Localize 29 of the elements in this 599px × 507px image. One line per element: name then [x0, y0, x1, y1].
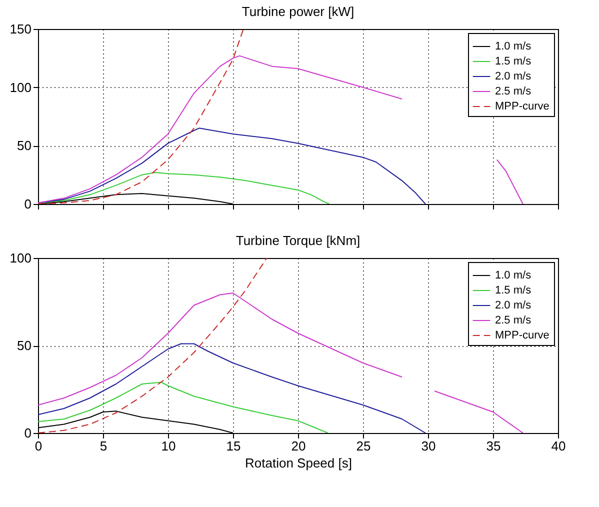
chart-title: Turbine Torque [kNm]: [236, 233, 360, 248]
y-tick-label: 0: [24, 426, 32, 440]
x-tick-label: 20: [291, 438, 306, 454]
legend-label: 1.0 m/s: [495, 270, 532, 282]
legend-label: 1.5 m/s: [495, 56, 532, 68]
x-tick-label: 15: [226, 438, 241, 454]
x-tick-label: 40: [551, 438, 566, 454]
y-tick-label: 50: [17, 138, 32, 154]
x-tick-label: 10: [161, 438, 176, 454]
legend-label: 2.5 m/s: [495, 86, 532, 98]
x-tick-label: 5: [100, 438, 108, 454]
y-tick-label: 0: [24, 196, 32, 212]
x-tick-label: 35: [486, 438, 501, 454]
legend-label: 2.5 m/s: [495, 314, 532, 326]
legend-label: MPP-curve: [495, 100, 550, 112]
x-axis-title: Rotation Speed [s]: [245, 456, 352, 470]
legend-label: 1.5 m/s: [495, 284, 532, 296]
legend-label: 2.0 m/s: [495, 70, 532, 82]
x-tick-label: 0: [34, 438, 42, 454]
legend-label: 1.0 m/s: [495, 40, 532, 52]
y-tick-label: 100: [10, 250, 32, 266]
y-tick-label: 150: [10, 22, 32, 36]
y-tick-label: 50: [17, 338, 32, 353]
legend-label: MPP-curve: [495, 330, 550, 342]
legend-label: 2.0 m/s: [495, 300, 532, 312]
x-tick-label: 25: [356, 438, 371, 454]
chart-title: Turbine power [kW]: [242, 4, 354, 19]
x-tick-label: 30: [421, 438, 436, 454]
y-tick-label: 100: [10, 80, 32, 95]
